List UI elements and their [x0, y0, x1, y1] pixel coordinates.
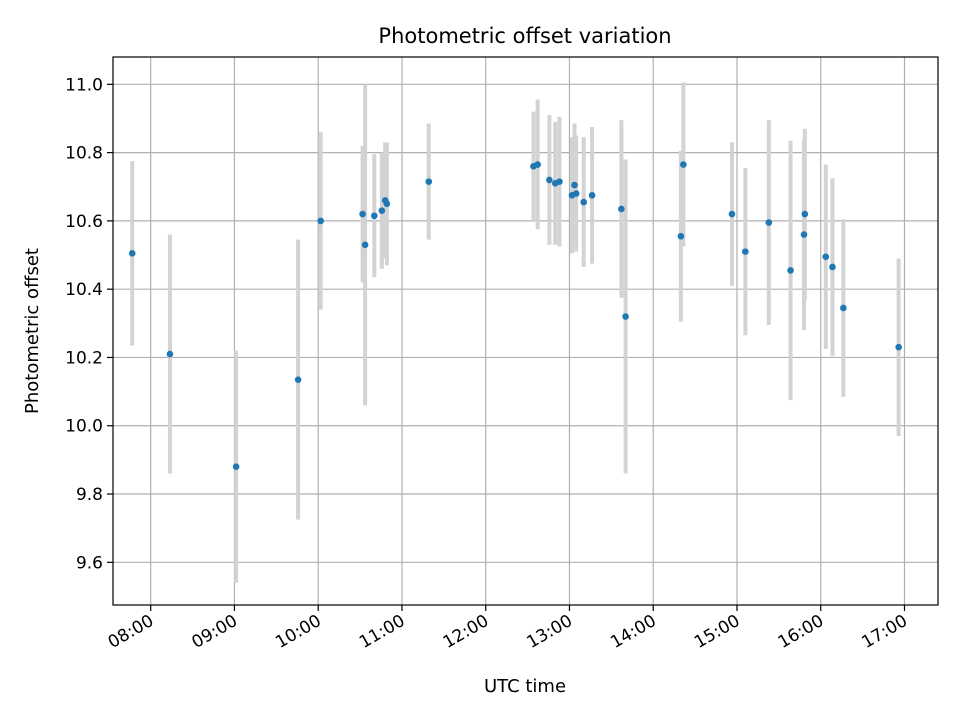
- data-point: [728, 210, 736, 218]
- y-tick-label: 9.6: [76, 553, 103, 573]
- data-point: [618, 205, 625, 213]
- data-point: [680, 161, 687, 168]
- data-point: [588, 191, 596, 199]
- data-point: [128, 250, 136, 257]
- data-point: [378, 207, 386, 214]
- y-axis-label: Photometric offset: [22, 248, 43, 414]
- data-point: [572, 190, 580, 197]
- data-point: [294, 376, 302, 383]
- data-point: [232, 463, 240, 471]
- data-point: [359, 210, 366, 218]
- data-point: [801, 210, 809, 218]
- y-tick-label: 11.0: [65, 75, 103, 95]
- data-point: [765, 219, 773, 226]
- y-tick-label: 10.8: [65, 144, 103, 164]
- data-points: [128, 161, 902, 471]
- data-point: [571, 181, 578, 189]
- data-point: [534, 161, 541, 168]
- chart-title: Photometric offset variation: [378, 24, 671, 48]
- grid-lines: [113, 57, 938, 605]
- data-point: [800, 231, 808, 238]
- y-tick-label: 10.4: [65, 280, 103, 300]
- data-point: [317, 217, 325, 225]
- data-point: [166, 350, 174, 358]
- data-point: [361, 241, 369, 249]
- y-tick-label: 10.6: [65, 212, 103, 232]
- plot-frame: [112, 56, 939, 606]
- data-point: [742, 248, 749, 255]
- data-point: [822, 253, 830, 261]
- data-point: [546, 176, 553, 184]
- y-tick-label: 10.0: [65, 417, 103, 437]
- data-point: [787, 267, 794, 274]
- y-tick-label: 9.8: [76, 485, 103, 505]
- data-point: [677, 232, 685, 240]
- data-point: [383, 200, 391, 208]
- x-axis-label: UTC time: [484, 676, 566, 697]
- data-point: [580, 198, 588, 206]
- data-point: [895, 343, 902, 351]
- data-point: [622, 313, 629, 320]
- data-point: [829, 263, 836, 271]
- data-point: [840, 304, 847, 312]
- data-point: [371, 212, 378, 220]
- data-point: [556, 178, 563, 185]
- y-tick-label: 10.2: [65, 348, 103, 368]
- data-point: [425, 178, 433, 185]
